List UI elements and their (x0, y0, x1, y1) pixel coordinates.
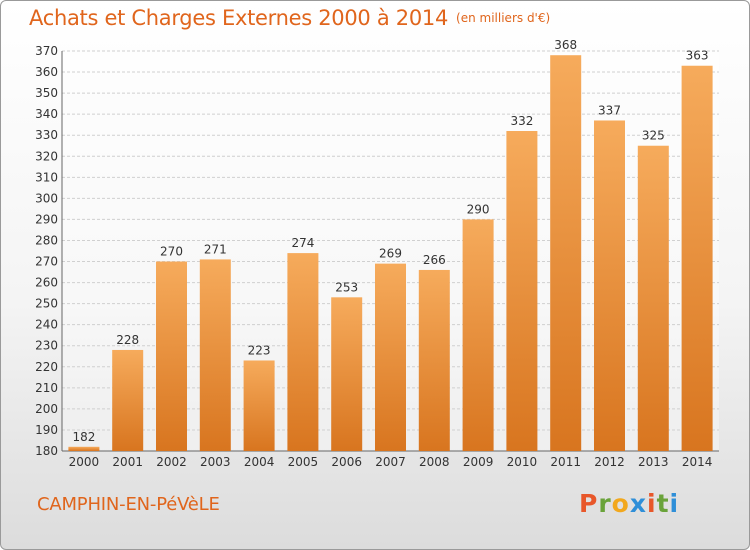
y-tick-label: 330 (35, 128, 58, 142)
bar-2010 (506, 131, 538, 451)
data-label-2006: 253 (335, 280, 358, 294)
x-tick-label: 2000 (69, 455, 100, 469)
proxiti-logo: Proxiti (579, 489, 679, 518)
bar-2011 (550, 55, 582, 452)
x-tick-label: 2002 (156, 455, 187, 469)
y-tick-label: 250 (35, 297, 58, 311)
y-tick-label: 230 (35, 339, 58, 353)
y-tick-label: 200 (35, 402, 58, 416)
data-label-2007: 269 (379, 247, 402, 261)
logo-letter: x (629, 489, 647, 518)
y-tick-label: 190 (35, 423, 58, 437)
y-tick-label: 370 (35, 44, 58, 58)
bar-2000 (68, 446, 100, 451)
x-tick-label: 2001 (112, 455, 143, 469)
bar-2009 (462, 219, 494, 451)
commune-name: CAMPHIN-EN-PéVèLE (37, 494, 220, 515)
y-tick-label: 320 (35, 149, 58, 163)
data-label-2000: 182 (72, 430, 95, 444)
logo-letter: r (598, 489, 612, 518)
y-tick-label: 360 (35, 65, 58, 79)
x-tick-label: 2008 (419, 455, 450, 469)
x-tick-label: 2006 (331, 455, 362, 469)
data-label-2005: 274 (291, 236, 314, 250)
bar-2013 (637, 145, 669, 451)
data-label-2010: 332 (510, 114, 533, 128)
bar-2014 (681, 65, 713, 451)
data-label-2009: 290 (467, 202, 490, 216)
y-tick-label: 180 (35, 444, 58, 458)
x-tick-label: 2009 (463, 455, 494, 469)
logo-letter: i (669, 489, 680, 518)
data-label-2011: 368 (554, 38, 577, 52)
chart-title: Achats et Charges Externes 2000 à 2014 (29, 6, 449, 30)
chart-unit: (en milliers d'€) (456, 11, 551, 25)
data-label-2002: 270 (160, 245, 183, 259)
bar-2002 (156, 261, 187, 451)
x-tick-label: 2011 (550, 455, 581, 469)
data-label-2001: 228 (116, 333, 139, 347)
bar-2007 (375, 263, 406, 451)
x-tick-label: 2012 (594, 455, 625, 469)
x-tick-label: 2007 (375, 455, 406, 469)
x-tick-label: 2004 (244, 455, 275, 469)
bar-2003 (199, 259, 231, 451)
data-label-2008: 266 (423, 253, 446, 267)
bar-2001 (112, 349, 144, 451)
x-tick-label: 2003 (200, 455, 231, 469)
y-tick-label: 350 (35, 86, 58, 100)
y-tick-label: 240 (35, 318, 58, 332)
y-tick-label: 300 (35, 191, 58, 205)
y-tick-label: 280 (35, 233, 58, 247)
bar-2006 (331, 297, 363, 451)
data-label-2004: 223 (248, 343, 271, 357)
y-tick-label: 260 (35, 276, 58, 290)
x-tick-label: 2014 (682, 455, 713, 469)
data-label-2012: 337 (598, 103, 621, 117)
bar-2008 (418, 269, 450, 451)
x-tick-label: 2013 (638, 455, 669, 469)
logo-letter: o (611, 489, 630, 518)
bar-2005 (287, 253, 319, 451)
y-tick-label: 290 (35, 212, 58, 226)
logo-letter: t (656, 489, 670, 518)
bar-2012 (594, 120, 625, 451)
y-tick-label: 310 (35, 170, 58, 184)
x-tick-label: 2010 (507, 455, 538, 469)
bar-2004 (243, 360, 275, 451)
y-tick-label: 220 (35, 360, 58, 374)
logo-letter: i (647, 489, 657, 518)
y-tick-label: 340 (35, 107, 58, 121)
y-tick-label: 270 (35, 255, 58, 269)
logo-letter: P (579, 489, 599, 518)
data-label-2013: 325 (642, 129, 665, 143)
data-label-2014: 363 (686, 49, 709, 63)
data-label-2003: 271 (204, 242, 227, 256)
x-tick-label: 2005 (288, 455, 319, 469)
chart-header: Achats et Charges Externes 2000 à 2014 (e… (29, 6, 550, 30)
y-tick-label: 210 (35, 381, 58, 395)
